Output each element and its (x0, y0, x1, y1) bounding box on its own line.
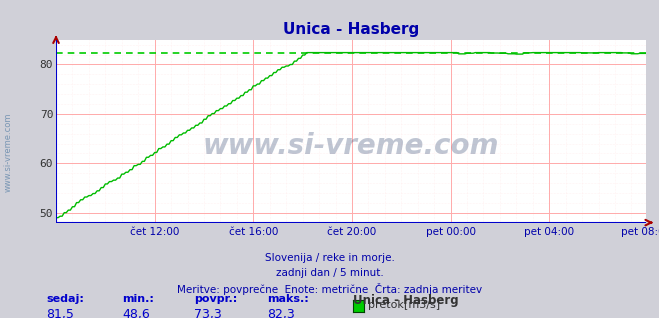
Title: Unica - Hasberg: Unica - Hasberg (283, 22, 419, 37)
Text: 81,5: 81,5 (46, 308, 74, 318)
Text: Unica - Hasberg: Unica - Hasberg (353, 294, 458, 307)
Text: www.si-vreme.com: www.si-vreme.com (3, 113, 13, 192)
Text: Meritve: povprečne  Enote: metrične  Črta: zadnja meritev: Meritve: povprečne Enote: metrične Črta:… (177, 283, 482, 295)
Text: 73,3: 73,3 (194, 308, 222, 318)
Text: zadnji dan / 5 minut.: zadnji dan / 5 minut. (275, 268, 384, 278)
Text: www.si-vreme.com: www.si-vreme.com (203, 132, 499, 160)
Text: povpr.:: povpr.: (194, 294, 238, 304)
Text: pretok[m3/s]: pretok[m3/s] (368, 300, 440, 310)
Text: 48,6: 48,6 (122, 308, 150, 318)
Text: sedaj:: sedaj: (46, 294, 84, 304)
Text: 82,3: 82,3 (267, 308, 295, 318)
Text: maks.:: maks.: (267, 294, 308, 304)
Text: min.:: min.: (122, 294, 154, 304)
Text: Slovenija / reke in morje.: Slovenija / reke in morje. (264, 253, 395, 263)
